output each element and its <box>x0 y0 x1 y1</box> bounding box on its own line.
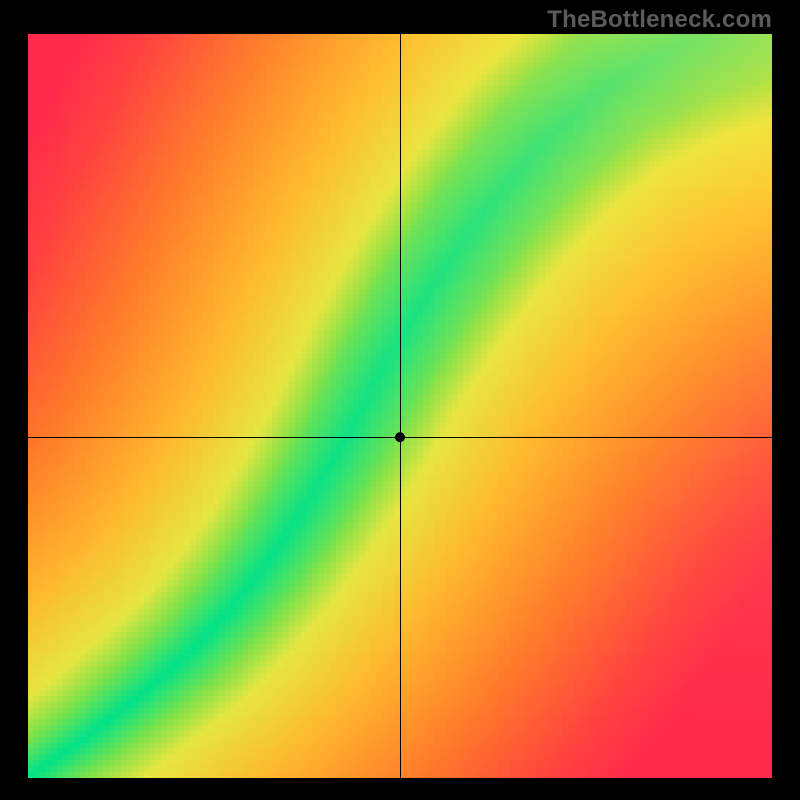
chart-container: TheBottleneck.com <box>0 0 800 800</box>
watermark-text: TheBottleneck.com <box>547 6 772 34</box>
bottleneck-heatmap <box>28 34 772 778</box>
